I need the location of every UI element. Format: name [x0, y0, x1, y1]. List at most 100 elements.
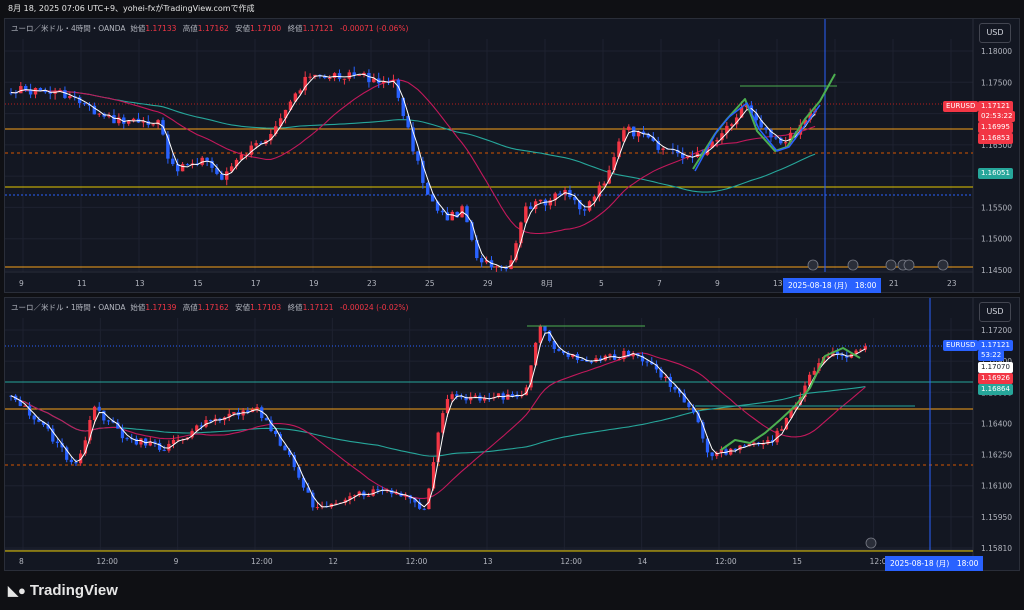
- candle-body: [139, 438, 143, 445]
- candle-body: [151, 124, 155, 126]
- candle-body: [626, 350, 631, 357]
- candle-body: [622, 130, 626, 142]
- event-icon: [865, 537, 877, 549]
- candle-body: [372, 78, 376, 83]
- price-chart-1h[interactable]: 1.172001.169001.166001.164001.162501.161…: [5, 298, 1019, 570]
- candle-body: [766, 440, 770, 444]
- candle-body: [278, 434, 282, 446]
- candle-body: [210, 160, 214, 168]
- candle-body: [401, 97, 405, 116]
- candle-body: [162, 449, 166, 451]
- candle-body: [636, 131, 641, 137]
- high-value: 1.17162: [197, 24, 229, 33]
- candle-body: [37, 419, 41, 422]
- candle-body: [97, 113, 101, 115]
- candle-body: [514, 243, 518, 261]
- candle-body: [548, 200, 553, 206]
- candle-body: [69, 459, 73, 463]
- candle-body: [710, 141, 714, 148]
- candle-body: [646, 133, 651, 138]
- x-tick-label: 12:00: [251, 557, 273, 566]
- price-chart-4h[interactable]: 1.180001.175001.170001.165001.160001.155…: [5, 19, 1019, 292]
- countdown-tag: 53:22: [978, 350, 1005, 361]
- candle-body: [754, 113, 758, 121]
- candle-body: [215, 167, 219, 174]
- candle-body: [367, 72, 371, 83]
- candle-body: [293, 93, 298, 102]
- symbol-tag: EURUSD: [943, 340, 979, 351]
- candle-body: [445, 399, 450, 414]
- candle-body: [254, 143, 258, 146]
- x-tick-label: 25: [425, 279, 435, 288]
- candle-body: [459, 396, 464, 398]
- ma-slow-line: [10, 89, 816, 193]
- candle-body: [664, 376, 668, 378]
- candle-body: [83, 440, 87, 454]
- change-value: -0.00071 (-0.06%): [339, 24, 409, 33]
- x-tick-label: 9: [19, 279, 24, 288]
- candle-body: [691, 407, 696, 413]
- candle-body: [725, 125, 729, 134]
- candle-body: [831, 351, 835, 357]
- open-value: 1.17139: [145, 303, 177, 312]
- candle-body: [27, 405, 32, 416]
- candle-body: [117, 117, 121, 124]
- candle-body: [190, 430, 194, 438]
- x-tick-label: 5: [599, 279, 604, 288]
- candle-body: [269, 133, 273, 141]
- candle-body: [752, 442, 756, 444]
- candle-body: [63, 90, 67, 98]
- candle-body: [120, 428, 125, 439]
- candle-body: [68, 96, 72, 98]
- level-tag: 1.16051: [978, 168, 1013, 179]
- x-tick-label: 29: [483, 279, 493, 288]
- candle-body: [185, 164, 190, 166]
- candle-body: [195, 425, 199, 431]
- currency-button[interactable]: USD: [979, 302, 1011, 322]
- candle-body: [798, 124, 803, 135]
- candle-body: [200, 157, 204, 165]
- low-value: 1.17100: [250, 24, 282, 33]
- candle-body: [594, 358, 598, 362]
- candle-body: [274, 126, 278, 134]
- candle-body: [134, 438, 138, 445]
- candle-body: [255, 407, 259, 410]
- candle-body: [19, 86, 23, 94]
- candle-body: [464, 396, 468, 401]
- candle-body: [812, 370, 816, 375]
- candle-body: [561, 350, 566, 354]
- chart-panel-1h[interactable]: ユーロ／米ドル・1時間・OANDA 始値1.17139 高値1.17162 安値…: [4, 297, 1020, 571]
- currency-button[interactable]: USD: [979, 23, 1011, 43]
- candle-body: [636, 353, 640, 356]
- candle-body: [157, 442, 162, 450]
- candle-body: [205, 157, 209, 161]
- candle-body: [524, 387, 529, 396]
- candle-body: [55, 441, 60, 444]
- candle-body: [153, 441, 157, 443]
- candle-body: [274, 431, 278, 435]
- x-tick-label: 9: [715, 279, 720, 288]
- candle-body: [411, 127, 415, 152]
- candle-body: [589, 361, 594, 363]
- candle-body: [445, 212, 450, 221]
- candle-body: [573, 197, 577, 201]
- candle-body: [729, 448, 733, 455]
- candle-body: [41, 421, 46, 425]
- candle-body: [244, 154, 249, 156]
- x-tick-label: 15: [193, 279, 203, 288]
- candle-body: [571, 354, 575, 357]
- tradingview-logo[interactable]: ◣● TradingView: [8, 582, 118, 599]
- candle-body: [659, 369, 663, 378]
- candle-body: [435, 201, 440, 211]
- candle-body: [835, 351, 840, 356]
- candle-body: [685, 156, 690, 159]
- ohlc-legend: ユーロ／米ドル・1時間・OANDA 始値1.17139 高値1.17162 安値…: [11, 303, 409, 312]
- candle-body: [260, 407, 264, 419]
- candle-body: [327, 77, 332, 79]
- candle-body: [264, 418, 269, 421]
- candle-body: [348, 496, 352, 500]
- candle-body: [504, 267, 508, 269]
- candle-body: [656, 140, 660, 150]
- chart-panel-4h[interactable]: ユーロ／米ドル・4時間・OANDA 始値1.17133 高値1.17162 安値…: [4, 18, 1020, 293]
- y-tick-label: 1.15950: [981, 513, 1012, 522]
